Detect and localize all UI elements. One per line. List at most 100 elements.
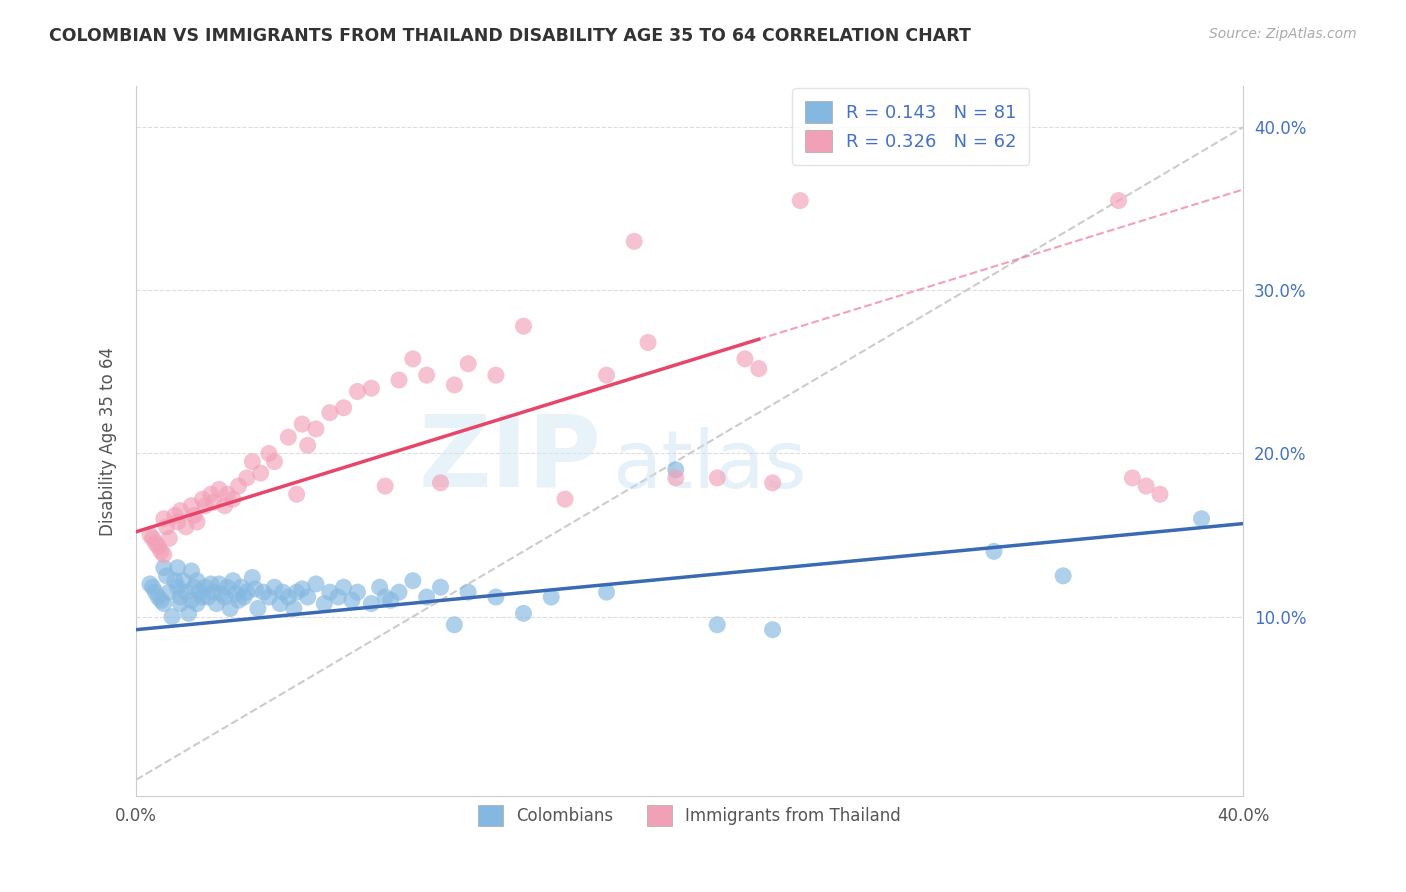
Point: [457, 585, 479, 599]
Point: [271, 585, 294, 599]
Point: [225, 587, 247, 601]
Point: [148, 590, 170, 604]
Point: [174, 520, 197, 534]
Point: [191, 590, 214, 604]
Point: [180, 499, 202, 513]
Point: [200, 577, 222, 591]
Point: [236, 585, 259, 599]
Point: [148, 540, 170, 554]
Point: [269, 597, 291, 611]
Text: COLOMBIAN VS IMMIGRANTS FROM THAILAND DISABILITY AGE 35 TO 64 CORRELATION CHART: COLOMBIAN VS IMMIGRANTS FROM THAILAND DI…: [49, 27, 972, 45]
Point: [145, 585, 167, 599]
Point: [283, 601, 305, 615]
Point: [443, 378, 465, 392]
Point: [554, 492, 576, 507]
Text: ZIP: ZIP: [418, 410, 600, 508]
Point: [177, 607, 200, 621]
Point: [332, 401, 354, 415]
Point: [191, 492, 214, 507]
Point: [485, 590, 508, 604]
Point: [297, 590, 319, 604]
Point: [257, 446, 280, 460]
Point: [319, 406, 342, 420]
Point: [314, 597, 336, 611]
Point: [163, 574, 186, 588]
Point: [166, 580, 188, 594]
Point: [150, 593, 173, 607]
Point: [285, 487, 308, 501]
Point: [291, 582, 314, 596]
Point: [595, 368, 617, 383]
Point: [152, 548, 174, 562]
Point: [243, 582, 266, 596]
Point: [217, 487, 239, 501]
Point: [665, 471, 688, 485]
Text: atlas: atlas: [612, 427, 807, 505]
Point: [595, 585, 617, 599]
Point: [240, 570, 263, 584]
Point: [222, 492, 245, 507]
Point: [249, 466, 271, 480]
Point: [415, 368, 437, 383]
Point: [246, 601, 269, 615]
Point: [219, 601, 242, 615]
Point: [139, 577, 162, 591]
Point: [512, 319, 534, 334]
Point: [142, 531, 165, 545]
Point: [150, 544, 173, 558]
Point: [305, 422, 328, 436]
Point: [186, 574, 208, 588]
Point: [188, 585, 211, 599]
Point: [983, 544, 1005, 558]
Point: [202, 495, 225, 509]
Point: [761, 623, 783, 637]
Point: [160, 609, 183, 624]
Point: [139, 528, 162, 542]
Point: [297, 438, 319, 452]
Point: [214, 590, 236, 604]
Point: [152, 512, 174, 526]
Point: [197, 590, 219, 604]
Point: [205, 597, 228, 611]
Point: [152, 560, 174, 574]
Point: [169, 503, 191, 517]
Point: [291, 417, 314, 431]
Point: [236, 471, 259, 485]
Point: [186, 515, 208, 529]
Point: [1191, 512, 1213, 526]
Point: [1108, 194, 1130, 208]
Point: [180, 593, 202, 607]
Point: [706, 617, 728, 632]
Point: [257, 590, 280, 604]
Point: [183, 580, 205, 594]
Point: [429, 580, 451, 594]
Point: [263, 455, 285, 469]
Point: [623, 235, 645, 249]
Point: [402, 574, 425, 588]
Point: [380, 593, 402, 607]
Point: [346, 585, 368, 599]
Point: [217, 580, 239, 594]
Point: [194, 580, 217, 594]
Point: [748, 361, 770, 376]
Point: [388, 373, 411, 387]
Point: [346, 384, 368, 399]
Point: [145, 536, 167, 550]
Point: [319, 585, 342, 599]
Point: [789, 194, 811, 208]
Point: [761, 475, 783, 490]
Point: [340, 593, 363, 607]
Point: [415, 590, 437, 604]
Point: [231, 580, 253, 594]
Point: [305, 577, 328, 591]
Point: [233, 590, 256, 604]
Point: [512, 607, 534, 621]
Point: [429, 475, 451, 490]
Point: [285, 585, 308, 599]
Point: [360, 597, 382, 611]
Point: [174, 585, 197, 599]
Point: [485, 368, 508, 383]
Point: [211, 587, 233, 601]
Point: [208, 483, 231, 497]
Point: [183, 508, 205, 523]
